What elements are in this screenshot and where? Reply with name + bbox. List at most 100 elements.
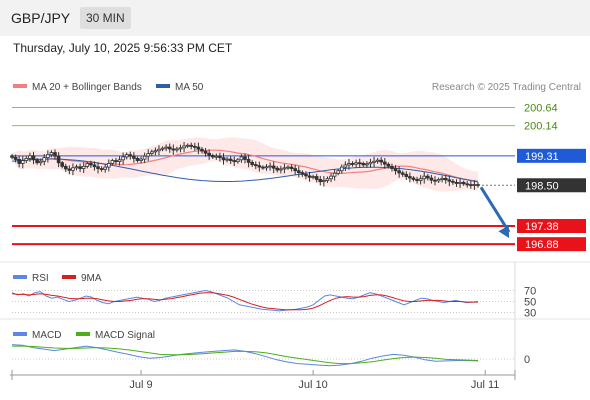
candle-body xyxy=(171,148,176,151)
candle-body xyxy=(454,181,459,184)
panel-frames xyxy=(0,261,590,376)
candle-body xyxy=(175,148,179,151)
rsi-tick-label: 50 xyxy=(524,297,536,309)
candle-body xyxy=(132,155,136,159)
candle-body xyxy=(253,164,258,167)
macd-signal-legend-label: MACD Signal xyxy=(95,330,155,341)
candle-body xyxy=(458,181,462,184)
candle-body xyxy=(189,144,194,147)
candle-body xyxy=(232,160,237,163)
candle-body xyxy=(386,163,391,167)
rsi-series-main-line xyxy=(11,289,479,312)
candle-body xyxy=(74,166,79,169)
candle-body xyxy=(28,155,32,159)
candle-body xyxy=(361,163,366,166)
pivot-label: 199.31 xyxy=(525,151,559,163)
candles xyxy=(10,142,480,190)
timeframe-button[interactable]: 30 MIN xyxy=(80,7,131,29)
macd-tick-label: 0 xyxy=(524,354,530,366)
candle-body xyxy=(178,147,183,150)
rsi-ma-legend-swatch xyxy=(62,275,76,279)
candle-body xyxy=(20,160,25,164)
support-label: 197.38 xyxy=(525,221,559,233)
candle-body xyxy=(379,159,384,163)
x-axis-label: Jul 11 xyxy=(471,379,500,391)
candle-body xyxy=(282,167,287,170)
macd-panel: 0 xyxy=(11,344,530,367)
candle-body xyxy=(275,167,280,171)
candle-body xyxy=(128,154,133,157)
rsi-legend: RSI 9MA xyxy=(13,273,102,284)
candle-body xyxy=(250,161,254,165)
candle-body xyxy=(411,177,416,180)
forecast-arrow-shaft xyxy=(479,186,511,233)
candle-body xyxy=(153,150,158,153)
candle-body xyxy=(461,181,466,185)
candle-body xyxy=(81,165,86,169)
x-axis: Jul 9 Jul 10 Jul 11 xyxy=(11,370,516,391)
candle-body xyxy=(182,145,186,149)
candle-body xyxy=(13,156,18,160)
rsi-tick-label: 70 xyxy=(524,286,536,298)
candle-body xyxy=(17,159,21,164)
candle-body xyxy=(207,152,211,156)
candle-body xyxy=(451,180,455,183)
level-labels: 200.64 200.14 199.31 198.50 197.38 196.88 xyxy=(517,102,586,252)
candle-body xyxy=(304,173,308,177)
ma50-legend-swatch xyxy=(156,84,170,88)
candle-body xyxy=(185,144,190,147)
rsi-tick-label: 30 xyxy=(524,308,536,320)
candle-body xyxy=(103,166,108,170)
candle-body xyxy=(196,146,201,150)
top-bar: GBP/JPY 30 MIN xyxy=(0,0,590,36)
candle-body xyxy=(443,177,448,181)
candle-body xyxy=(293,168,297,172)
candle-body xyxy=(106,163,111,168)
bollinger-band-area xyxy=(12,137,478,192)
x-axis-label: Jul 9 xyxy=(129,379,152,391)
candle-body xyxy=(31,155,36,161)
forecast-arrow-head xyxy=(498,225,509,238)
rsi-ma-legend-label: 9MA xyxy=(81,273,102,284)
candle-body xyxy=(465,183,470,186)
candle-body xyxy=(92,164,97,168)
candle-body xyxy=(71,167,75,171)
candle-body xyxy=(236,159,240,163)
candle-body xyxy=(78,166,82,169)
candle-body xyxy=(121,156,125,161)
candle-body xyxy=(214,155,219,158)
candle-body xyxy=(433,179,437,182)
instrument-title: GBP/JPY xyxy=(11,10,71,26)
candle-body xyxy=(142,155,147,160)
macd-legend: MACD MACD Signal xyxy=(13,330,155,341)
candle-body xyxy=(307,175,312,178)
candle-body xyxy=(225,158,229,161)
ma20-legend-label: MA 20 + Bollinger Bands xyxy=(32,82,142,93)
ma50-line xyxy=(11,158,479,183)
rsi-legend-swatch xyxy=(13,275,27,279)
bollinger-bands xyxy=(12,137,478,192)
candle-body xyxy=(89,163,93,166)
candle-body xyxy=(243,156,247,160)
candle-body xyxy=(415,179,419,181)
candle-body xyxy=(408,176,412,179)
candle-body xyxy=(472,184,477,186)
ma50-legend-label: MA 50 xyxy=(175,82,204,93)
candle-body xyxy=(296,170,301,173)
forecast-arrow xyxy=(479,186,511,238)
candle-body xyxy=(149,151,154,155)
credit-label: Research © 2025 Trading Central xyxy=(432,82,581,93)
candle-body xyxy=(218,155,222,159)
candle-body xyxy=(343,164,348,168)
candle-body xyxy=(53,152,57,157)
candle-body xyxy=(24,157,29,161)
candle-body xyxy=(56,155,61,164)
candle-body xyxy=(139,158,143,161)
candle-body xyxy=(85,163,90,167)
candle-body xyxy=(422,175,427,180)
candle-body xyxy=(38,160,43,164)
candle-body xyxy=(397,170,401,174)
candle-body xyxy=(393,168,398,172)
candle-body xyxy=(135,157,140,161)
candle-body xyxy=(239,156,244,161)
